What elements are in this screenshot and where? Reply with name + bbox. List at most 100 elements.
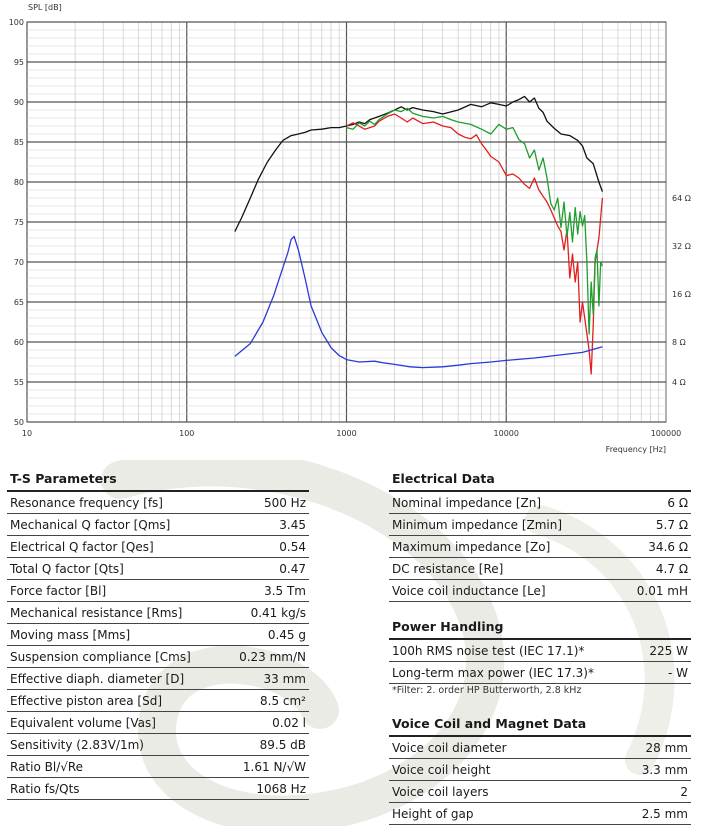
table-row: Effective diaph. diameter [D] 33 mm [7,668,309,690]
row-label: Moving mass [Mms] [10,627,131,642]
row-value: 0.45 g [267,627,306,642]
power-handling-table: 100h RMS noise test (IEC 17.1)* 225 W Long… [389,640,691,684]
row-label: Force factor [Bl] [10,583,107,598]
row-label: Equivalent volume [Vas] [10,715,156,730]
series-line [346,107,603,335]
table-row: Voice coil inductance [Le] 0.01 mH [389,580,691,602]
row-value: 1.61 N/√W [242,759,306,774]
row-label: Suspension compliance [Cms] [10,649,191,664]
y-tick-label: 70 [14,258,24,267]
table-row: Minimum impedance [Zmin] 5.7 Ω [389,514,691,536]
table-row: 100h RMS noise test (IEC 17.1)* 225 W [389,640,691,662]
table-row: Maximum impedance [Zo] 34.6 Ω [389,536,691,558]
row-label: Ratio Bl/√Re [10,759,84,774]
series-line [346,113,604,375]
impedance-tick-label: 8 Ω [672,338,686,347]
row-value: 3.5 Tm [264,583,306,598]
y-axis-ticks: 50 55 60 65 70 75 80 85 90 95 100 [9,18,24,427]
table-row: Ratio Bl/√Re 1.61 N/√W [7,756,309,778]
series-line [234,235,603,369]
x-tick-label: 100000 [651,429,682,438]
table-row: Voice coil height 3.3 mm [389,759,691,781]
row-value: 89.5 dB [259,737,306,752]
table-row: Voice coil layers 2 [389,781,691,803]
frequency-response-chart: 10 100 1000 10000 100000 50 55 60 65 70 75 80 85 90 9… [9,3,691,454]
y-tick-label: 55 [14,378,24,387]
row-value: 2.5 mm [641,806,688,821]
row-label: Sensitivity (2.83V/1m) [10,737,144,752]
row-label: Voice coil height [392,762,491,777]
row-label: Resonance frequency [fs] [10,495,163,510]
impedance-tick-label: 32 Ω [672,242,691,251]
row-value: 3.3 mm [641,762,688,777]
row-value: - W [667,665,688,680]
row-label: Effective diaph. diameter [D] [10,671,185,686]
ts-parameters-panel: T-S Parameters Resonance frequency [fs] 5… [7,468,309,800]
row-value: 225 W [649,643,688,658]
row-label: Mechanical Q factor [Qms] [10,517,171,532]
row-label: Maximum impedance [Zo] [392,539,551,554]
electrical-data-panel: Electrical Data Nominal impedance [Zn] 6 … [389,468,691,825]
row-label: DC resistance [Re] [392,561,504,576]
row-label: Mechanical resistance [Rms] [10,605,183,620]
row-label: Ratio fs/Qts [10,781,80,796]
table-row: Effective piston area [Sd] 8.5 cm² [7,690,309,712]
electrical-data-table: Nominal impedance [Zn] 6 Ω Minimum impedan… [389,492,691,602]
row-label: Effective piston area [Sd] [10,693,163,708]
row-label: Voice coil diameter [392,740,507,755]
y-axis-label: SPL [dB] [28,3,62,12]
y-tick-label: 95 [14,58,24,67]
table-row: Long-term max power (IEC 17.3)* - W [389,662,691,684]
y-tick-label: 80 [14,178,24,187]
table-row: Suspension compliance [Cms] 0.23 mm/N [7,646,309,668]
x-tick-label: 10000 [494,429,519,438]
row-label: Voice coil inductance [Le] [392,583,546,598]
table-row: Mechanical resistance [Rms] 0.41 kg/s [7,602,309,624]
row-value: 33 mm [263,671,306,686]
row-value: 0.54 [279,539,306,554]
row-value: 34.6 Ω [648,539,688,554]
x-axis-label: Frequency [Hz] [606,445,666,454]
voice-coil-title: Voice Coil and Magnet Data [389,713,691,737]
chart-grid [26,21,666,423]
row-value: 5.7 Ω [655,517,688,532]
table-row: Ratio fs/Qts 1068 Hz [7,778,309,800]
row-value: 4.7 Ω [655,561,688,576]
table-row: DC resistance [Re] 4.7 Ω [389,558,691,580]
table-row: Sensitivity (2.83V/1m) 89.5 dB [7,734,309,756]
y-tick-label: 65 [14,298,24,307]
power-filter-note: *Filter: 2. order HP Butterworth, 2.8 kH… [392,685,582,696]
impedance-tick-label: 64 Ω [672,194,691,203]
row-label: Long-term max power (IEC 17.3)* [392,665,594,680]
table-row: Electrical Q factor [Qes] 0.54 [7,536,309,558]
table-row: Voice coil diameter 28 mm [389,737,691,759]
series-line [234,95,604,232]
voice-coil-table: Voice coil diameter 28 mm Voice coil heigh… [389,737,691,825]
power-handling-title: Power Handling [389,616,691,640]
row-value: 0.02 l [272,715,306,730]
impedance-tick-label: 4 Ω [672,378,686,387]
ts-parameters-title: T-S Parameters [7,468,309,492]
row-value: 1068 Hz [256,781,306,796]
row-label: Nominal impedance [Zn] [392,495,542,510]
y-tick-label: 90 [14,98,24,107]
row-label: Height of gap [392,806,474,821]
x-tick-label: 100 [179,429,194,438]
table-row: Height of gap 2.5 mm [389,803,691,825]
row-value: 8.5 cm² [260,693,306,708]
ts-parameters-table: Resonance frequency [fs] 500 Hz Mechanical… [7,492,309,800]
row-label: Voice coil layers [392,784,489,799]
row-value: 0.23 mm/N [239,649,306,664]
row-value: 0.47 [279,561,306,576]
row-value: 0.41 kg/s [250,605,306,620]
electrical-data-title: Electrical Data [389,468,691,492]
row-value: 0.01 mH [636,583,688,598]
table-row: Nominal impedance [Zn] 6 Ω [389,492,691,514]
impedance-tick-label: 16 Ω [672,290,691,299]
row-value: 6 Ω [667,495,688,510]
y-tick-label: 50 [14,418,24,427]
table-row: Total Q factor [Qts] 0.47 [7,558,309,580]
row-value: 2 [680,784,688,799]
table-row: Mechanical Q factor [Qms] 3.45 [7,514,309,536]
table-row: Moving mass [Mms] 0.45 g [7,624,309,646]
